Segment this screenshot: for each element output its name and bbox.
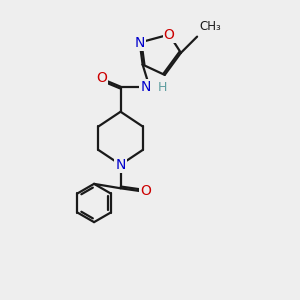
- Text: CH₃: CH₃: [200, 20, 221, 33]
- Text: O: O: [96, 71, 107, 85]
- Text: H: H: [158, 81, 168, 94]
- Text: N: N: [116, 158, 126, 172]
- Text: O: O: [140, 184, 151, 198]
- Text: O: O: [164, 28, 175, 42]
- Text: N: N: [134, 35, 145, 50]
- Text: N: N: [140, 80, 151, 94]
